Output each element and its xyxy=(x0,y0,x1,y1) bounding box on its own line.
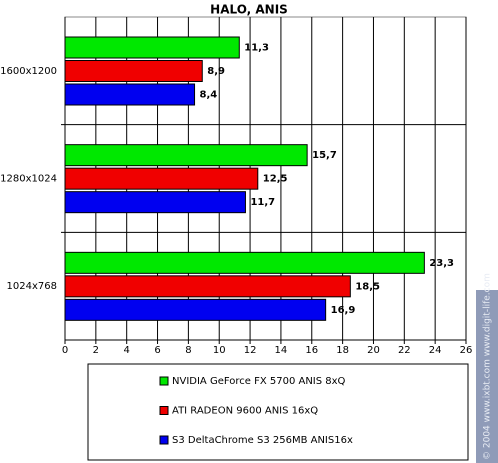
legend-marker xyxy=(159,376,169,386)
bar xyxy=(64,298,327,321)
bar xyxy=(64,144,308,167)
x-tick-label: 4 xyxy=(124,345,130,356)
chart-title: HALO, ANIS xyxy=(210,3,288,17)
x-tick-label: 0 xyxy=(62,345,68,356)
data-label: 23,3 xyxy=(429,258,454,269)
x-tick-label: 18 xyxy=(336,345,349,356)
x-tick-label: 2 xyxy=(93,345,99,356)
x-tick-label: 26 xyxy=(460,345,473,356)
data-label: 8,4 xyxy=(200,90,218,101)
y-tick-label: 1600x1200 xyxy=(0,66,57,77)
watermark: © 2004 www.ixbt.com www.digit-life.com xyxy=(483,273,493,460)
bar xyxy=(64,275,351,298)
bar xyxy=(64,251,425,274)
data-label: 8,9 xyxy=(207,66,225,77)
x-tick-label: 12 xyxy=(244,345,257,356)
legend-marker xyxy=(159,406,169,415)
bar xyxy=(64,60,203,82)
bar xyxy=(64,36,240,59)
x-tick-label: 8 xyxy=(185,345,191,356)
bar xyxy=(64,191,246,214)
legend-marker xyxy=(159,435,169,445)
data-label: 18,5 xyxy=(355,281,380,292)
data-label: 11,7 xyxy=(250,197,275,208)
legend-label: NVIDIA GeForce FX 5700 ANIS 8xQ xyxy=(172,376,346,387)
y-tick-label: 1024x768 xyxy=(7,281,57,292)
data-label: 12,5 xyxy=(263,174,288,185)
x-tick-label: 6 xyxy=(154,345,160,356)
legend-box xyxy=(87,363,469,461)
data-label: 16,9 xyxy=(331,305,356,316)
bar xyxy=(64,167,259,190)
x-tick-label: 16 xyxy=(305,345,318,356)
x-tick-label: 20 xyxy=(367,345,380,356)
legend-label: ATI RADEON 9600 ANIS 16xQ xyxy=(172,406,318,417)
data-label: 11,3 xyxy=(244,43,269,54)
legend-label: S3 DeltaChrome S3 256MB ANIS16x xyxy=(172,435,353,446)
bar xyxy=(64,83,196,106)
x-tick-label: 14 xyxy=(275,345,288,356)
watermark-strip xyxy=(476,290,498,463)
x-tick-label: 24 xyxy=(429,345,442,356)
data-label: 15,7 xyxy=(312,150,337,161)
y-tick-label: 1280x1024 xyxy=(0,174,57,185)
x-tick-label: 10 xyxy=(213,345,226,356)
x-tick-label: 22 xyxy=(398,345,411,356)
